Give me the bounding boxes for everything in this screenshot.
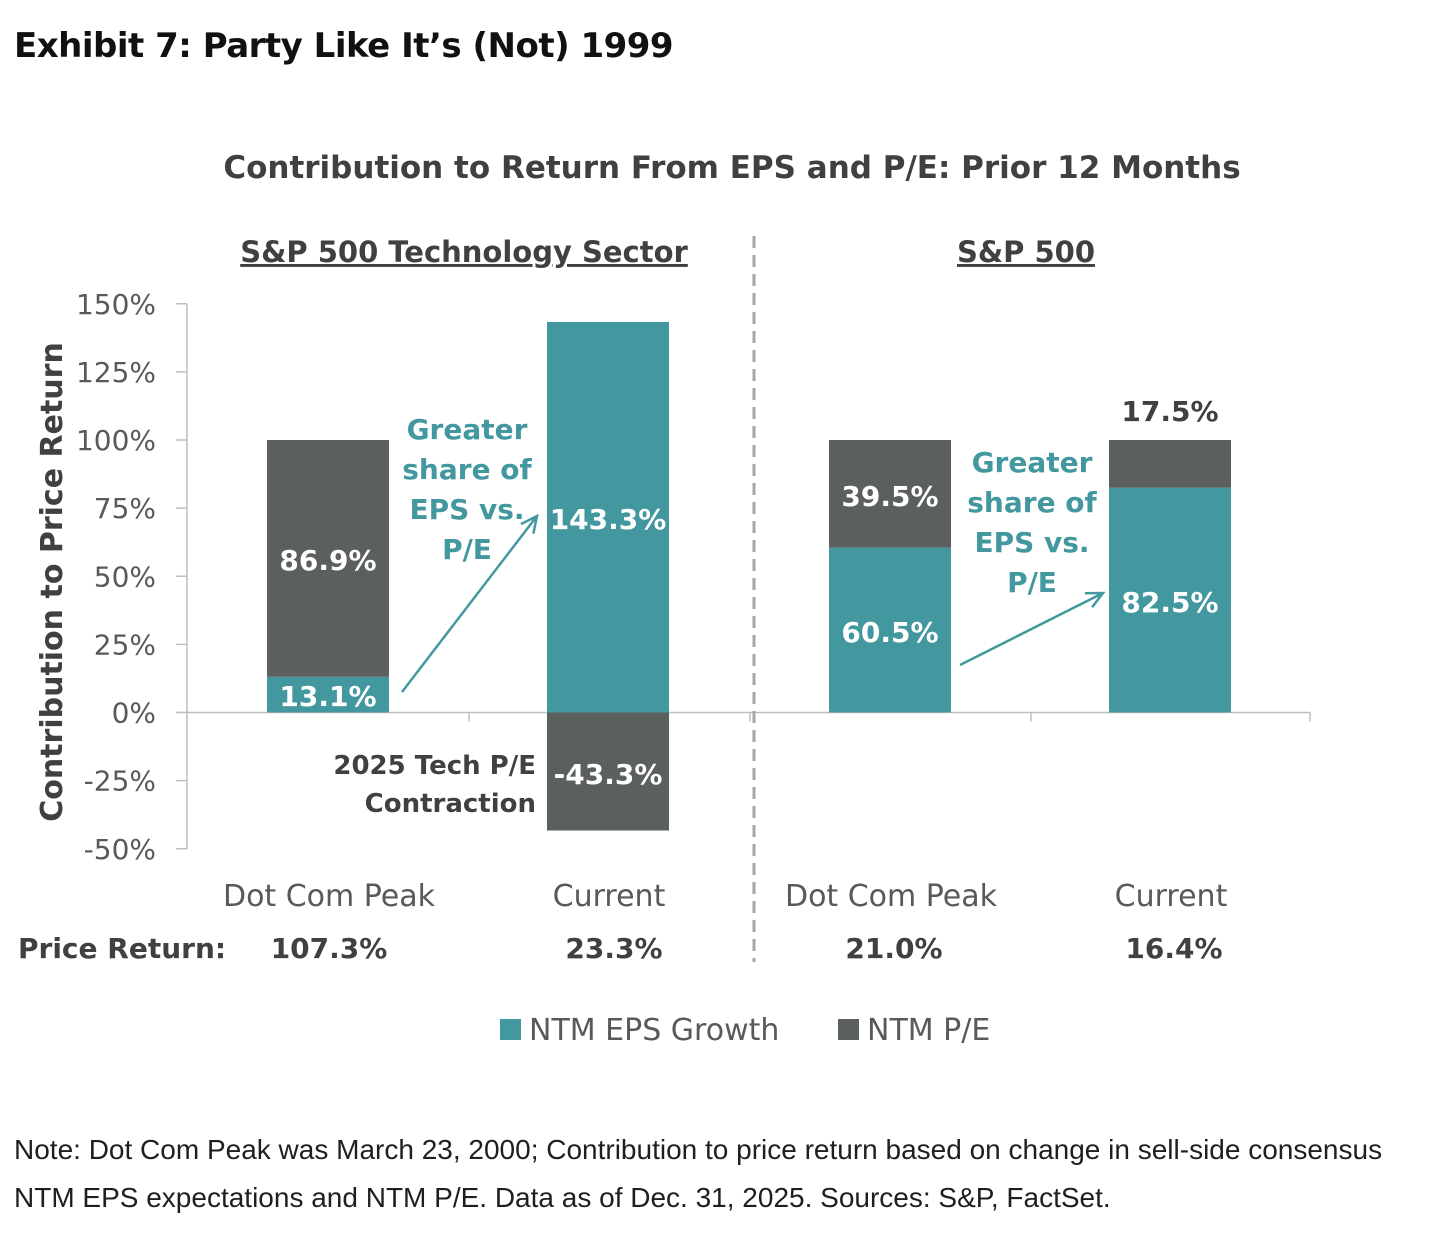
data-label-pe: 17.5% bbox=[1121, 395, 1218, 428]
x-category-label: Current bbox=[1115, 879, 1228, 914]
stacked-bar-chart: Contribution to Return From EPS and P/E:… bbox=[18, 150, 1311, 1048]
y-tick-label: 50% bbox=[94, 560, 156, 593]
price-return-value: 23.3% bbox=[565, 932, 662, 965]
x-category-label: Dot Com Peak bbox=[785, 879, 998, 914]
x-category-label: Dot Com Peak bbox=[223, 879, 436, 914]
bar-eps-growth bbox=[829, 547, 951, 713]
y-tick-label: 25% bbox=[94, 628, 156, 661]
legend-swatch bbox=[500, 1019, 521, 1040]
annotation-sp500-text: EPS vs. bbox=[974, 526, 1089, 559]
annotation-sp500-text: Greater bbox=[972, 446, 1093, 479]
annotation-tech-text: EPS vs. bbox=[409, 493, 524, 526]
bar-eps-growth bbox=[1109, 487, 1231, 713]
y-tick-label: 150% bbox=[76, 288, 156, 321]
arrow-sp500-head bbox=[1084, 591, 1106, 609]
panel-title: S&P 500 Technology Sector bbox=[240, 235, 688, 269]
bar-ntm-pe bbox=[1109, 440, 1231, 488]
arrow-sp500 bbox=[959, 591, 1104, 667]
footnote: Note: Dot Com Peak was March 23, 2000; C… bbox=[14, 1134, 1383, 1213]
data-label-eps: 143.3% bbox=[550, 503, 667, 536]
bar-ntm-pe bbox=[829, 440, 951, 548]
arrow-tech-head bbox=[520, 513, 539, 534]
price-return-value: 107.3% bbox=[271, 932, 388, 965]
annotation-sp500-text: share of bbox=[967, 486, 1097, 519]
price-return-label: Price Return: bbox=[18, 932, 226, 965]
annotation-tech-text: Greater bbox=[407, 413, 528, 446]
data-label-pe: -43.3% bbox=[554, 758, 663, 791]
arrow-tech bbox=[401, 515, 538, 693]
y-tick-label: -25% bbox=[84, 765, 156, 798]
y-axis-label: Contribution to Price Return bbox=[35, 342, 70, 822]
y-tick-label: 0% bbox=[112, 697, 156, 730]
annotation-tech-text: P/E bbox=[442, 533, 492, 566]
legend-label: NTM P/E bbox=[867, 1013, 990, 1048]
legend-swatch bbox=[838, 1019, 859, 1040]
annotation-contraction-text: Contraction bbox=[365, 789, 536, 819]
data-label-pe: 86.9% bbox=[279, 544, 376, 577]
panel-title: S&P 500 bbox=[957, 235, 1095, 269]
data-label-pe: 39.5% bbox=[841, 480, 938, 513]
data-label-eps: 82.5% bbox=[1121, 586, 1218, 619]
price-return-value: 21.0% bbox=[845, 932, 942, 965]
y-tick-label: 75% bbox=[94, 492, 156, 525]
y-tick-label: -50% bbox=[84, 833, 156, 866]
chart-title: Contribution to Return From EPS and P/E:… bbox=[223, 150, 1240, 186]
bar-eps-growth bbox=[267, 676, 389, 713]
y-tick-label: 125% bbox=[76, 356, 156, 389]
exhibit-title: Exhibit 7: Party Like It’s (Not) 1999 bbox=[14, 26, 674, 66]
data-label-eps: 60.5% bbox=[841, 616, 938, 649]
annotation-tech-text: share of bbox=[402, 453, 532, 486]
y-tick-label: 100% bbox=[76, 424, 156, 457]
bar-ntm-pe bbox=[267, 440, 389, 677]
legend-label: NTM EPS Growth bbox=[529, 1013, 779, 1048]
x-category-label: Current bbox=[553, 879, 666, 914]
annotation-sp500-text: P/E bbox=[1007, 566, 1057, 599]
bar-ntm-pe bbox=[547, 712, 669, 831]
data-label-eps: 13.1% bbox=[279, 680, 376, 713]
annotation-contraction-text: 2025 Tech P/E bbox=[333, 751, 536, 781]
price-return-value: 16.4% bbox=[1125, 932, 1222, 965]
bar-eps-growth bbox=[547, 322, 669, 713]
